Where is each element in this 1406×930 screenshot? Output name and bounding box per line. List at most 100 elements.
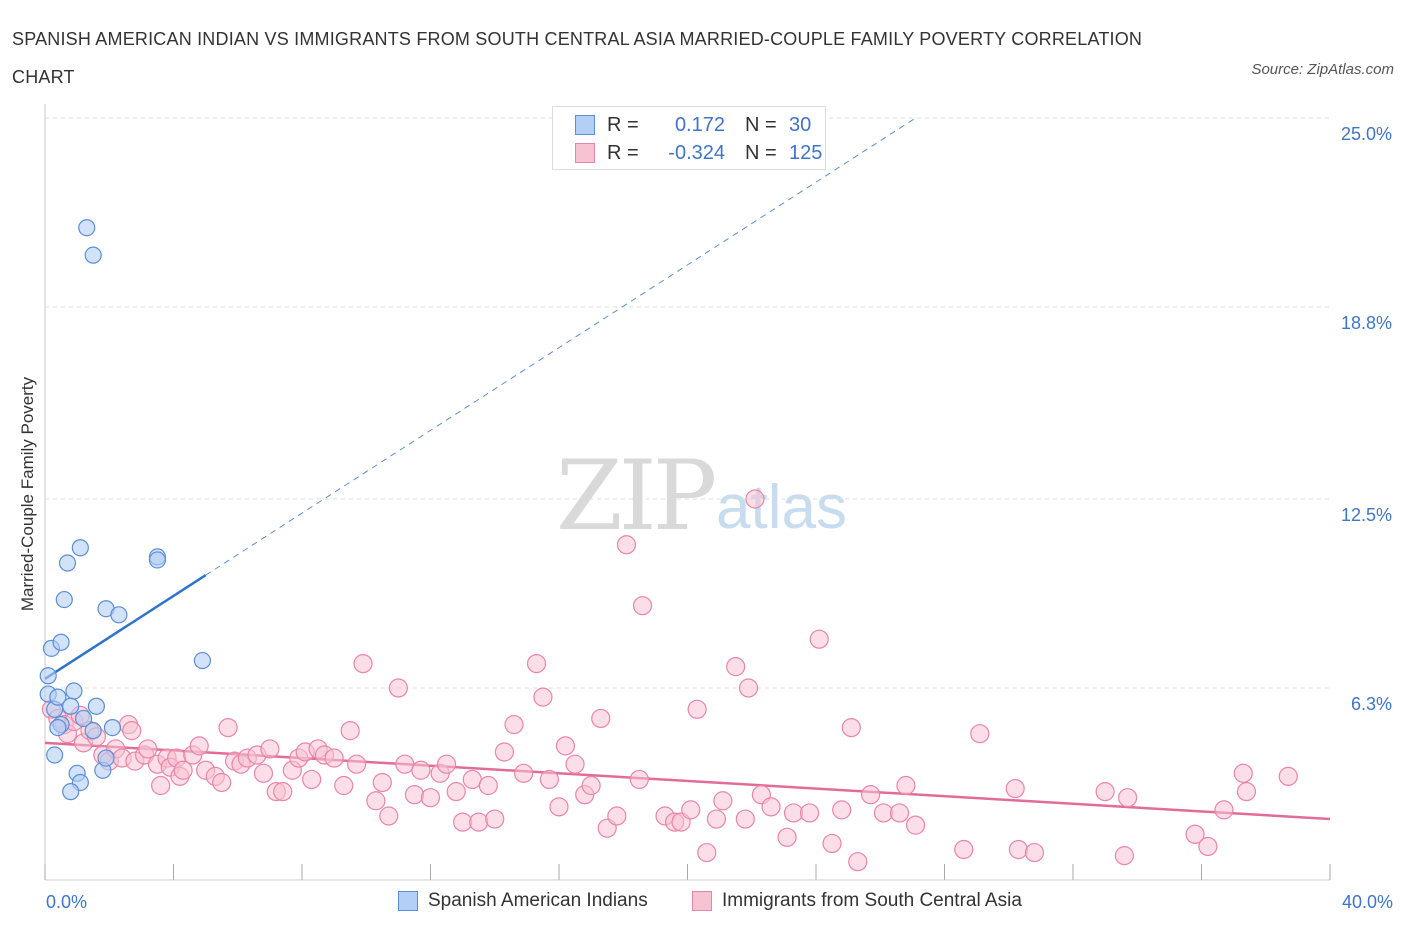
series-legend: Spanish American Indians Immigrants from… [0,890,1406,916]
legend-row-series2: R = -0.324 N = 125 [575,139,822,167]
point-immigrants-south-central-asia [366,791,386,811]
y-tick-label: 18.8% [1341,313,1392,333]
point-immigrants-south-central-asia [1233,763,1253,783]
points-immigrants-south-central-asia [41,489,1298,872]
point-immigrants-south-central-asia [1198,836,1218,857]
trend-line-blue-extension [205,117,916,576]
source-label: Source: ZipAtlas.com [1251,61,1394,78]
point-immigrants-south-central-asia [478,775,498,796]
point-immigrants-south-central-asia [151,775,171,796]
point-spanish-american-indians [148,551,167,569]
point-immigrants-south-central-asia [340,721,360,741]
point-spanish-american-indians [110,606,128,624]
point-immigrants-south-central-asia [379,806,399,826]
legend-swatch-pink [692,891,712,911]
point-spanish-american-indians [78,219,96,237]
y-tick-label: 12.5% [1341,505,1392,525]
point-spanish-american-indians [103,718,122,737]
point-immigrants-south-central-asia [273,782,293,802]
point-immigrants-south-central-asia [173,760,193,780]
point-immigrants-south-central-asia [970,724,990,744]
point-immigrants-south-central-asia [681,800,701,820]
point-immigrants-south-central-asia [485,809,505,829]
point-immigrants-south-central-asia [777,827,797,847]
point-spanish-american-indians [71,539,89,557]
legend-swatch-pink [575,143,595,163]
point-immigrants-south-central-asia [873,803,894,823]
legend-row-series1: R = 0.172 N = 30 [575,111,811,139]
point-immigrants-south-central-asia [334,775,354,796]
point-immigrants-south-central-asia [446,782,466,802]
point-immigrants-south-central-asia [738,678,759,698]
point-immigrants-south-central-asia [822,833,842,854]
point-immigrants-south-central-asia [761,797,781,817]
point-spanish-american-indians [74,709,93,728]
axes [44,104,1331,881]
point-immigrants-south-central-asia [1095,782,1115,802]
point-immigrants-south-central-asia [745,489,765,509]
watermark-zip: ZIP [556,440,717,552]
point-immigrants-south-central-asia [735,809,755,829]
trend-lines [44,117,1331,821]
legend-r-label: R = [607,113,639,136]
point-immigrants-south-central-asia [1008,839,1028,860]
point-spanish-american-indians [193,651,212,670]
point-immigrants-south-central-asia [809,629,829,649]
y-tick-label: 25.0% [1341,124,1392,144]
point-immigrants-south-central-asia [504,714,524,735]
point-immigrants-south-central-asia [713,791,733,811]
point-immigrants-south-central-asia [533,687,553,707]
point-immigrants-south-central-asia [726,657,746,677]
point-immigrants-south-central-asia [122,721,142,741]
point-immigrants-south-central-asia [212,772,232,793]
trend-line-blue [44,574,207,680]
point-immigrants-south-central-asia [889,803,910,823]
point-immigrants-south-central-asia [539,769,559,790]
point-immigrants-south-central-asia [411,760,431,780]
point-immigrants-south-central-asia [607,806,627,826]
point-immigrants-south-central-asia [395,754,415,774]
point-immigrants-south-central-asia [138,739,158,759]
point-immigrants-south-central-asia [954,839,974,860]
point-spanish-american-indians [84,246,102,264]
x-tick-label: 0.0% [46,892,87,912]
watermark-atlas: atlas [716,473,847,542]
grid-lines [45,117,1330,689]
point-immigrants-south-central-asia [420,788,441,808]
point-immigrants-south-central-asia [514,763,534,783]
point-immigrants-south-central-asia [565,754,585,774]
point-immigrants-south-central-asia [436,754,457,774]
point-immigrants-south-central-asia [260,739,280,759]
legend-n-label: N = [745,113,777,136]
point-immigrants-south-central-asia [469,812,489,832]
point-immigrants-south-central-asia [848,852,868,872]
point-spanish-american-indians [87,697,106,715]
point-immigrants-south-central-asia [841,717,861,738]
legend-label: Spanish American Indians [428,890,648,911]
legend-item-immigrants-south-central-asia[interactable]: Immigrants from South Central Asia [692,890,1022,912]
point-immigrants-south-central-asia [372,772,392,793]
point-immigrants-south-central-asia [218,717,238,738]
point-immigrants-south-central-asia [549,797,569,817]
points-spanish-american-indians [39,219,212,801]
tick-labels: 6.3% 12.5% 18.8% 25.0% 0.0% 40.0% [46,124,1393,912]
x-tick-label: 40.0% [1342,892,1393,912]
point-immigrants-south-central-asia [861,785,881,805]
point-immigrants-south-central-asia [1118,788,1138,808]
point-immigrants-south-central-asia [799,803,820,823]
point-immigrants-south-central-asia [616,535,637,555]
point-spanish-american-indians [52,633,70,651]
point-immigrants-south-central-asia [1214,800,1234,820]
legend-n-value-series1: 30 [789,113,812,136]
legend-n-value-series2: 125 [789,141,823,164]
point-immigrants-south-central-asia [453,812,473,832]
point-immigrants-south-central-asia [632,596,653,616]
legend-swatch-blue [575,115,595,135]
point-spanish-american-indians [55,590,73,609]
point-immigrants-south-central-asia [783,803,804,823]
legend-item-spanish-american-indians[interactable]: Spanish American Indians [398,890,648,912]
point-immigrants-south-central-asia [526,653,547,674]
point-immigrants-south-central-asia [1185,824,1205,844]
y-tick-label: 6.3% [1351,694,1392,714]
